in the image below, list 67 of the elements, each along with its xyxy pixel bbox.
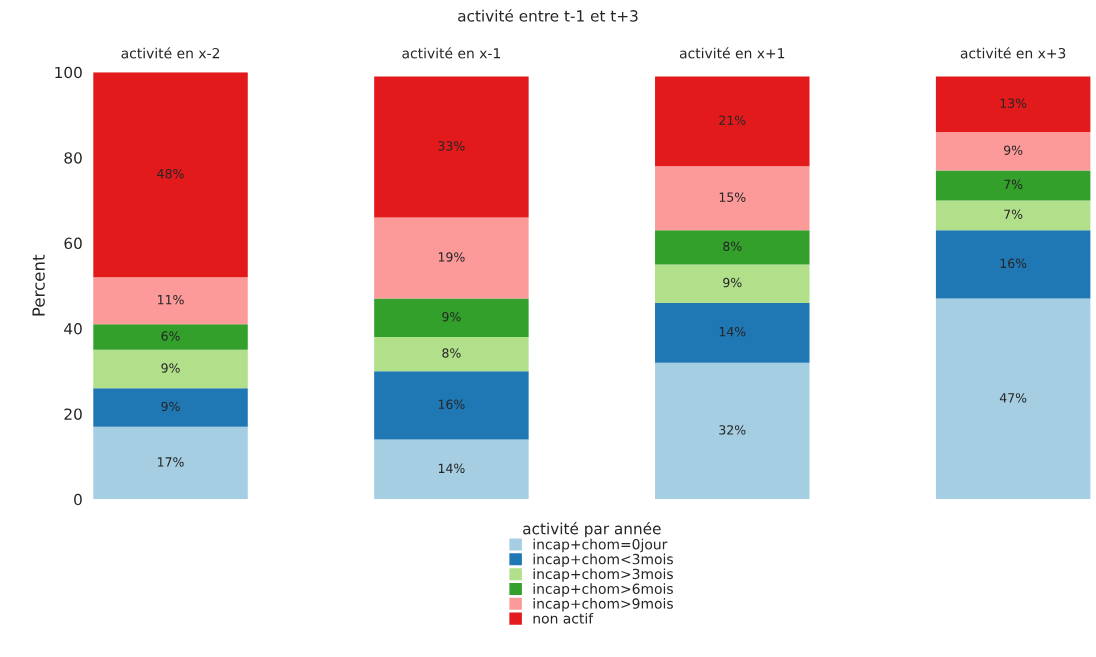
bar (93, 72, 248, 278)
bar (374, 439, 529, 500)
data-label: 16% (1000, 258, 1027, 269)
bar (935, 298, 1091, 500)
data-label: 7% (1004, 209, 1023, 219)
bar (93, 277, 248, 325)
bar (935, 170, 1091, 201)
data-label: 19% (438, 252, 465, 262)
bar (655, 302, 810, 363)
bar (935, 132, 1091, 171)
bar (374, 76, 529, 218)
bar (655, 264, 810, 303)
bar (374, 337, 529, 372)
legend-title: activité par année (523, 521, 661, 538)
data-label: 16% (438, 399, 465, 409)
x-tick-label: activité en x+1 (679, 47, 785, 59)
data-label: 47% (999, 393, 1027, 403)
bar (655, 76, 810, 167)
data-label: 9% (442, 312, 461, 322)
legend-label: incap+chom>6mois (533, 583, 673, 597)
y-tick-label: 0 (74, 493, 82, 506)
bar (374, 217, 529, 299)
data-label: 48% (157, 168, 184, 179)
legend-label: incap+chom>3mois (533, 568, 673, 582)
y-tick-label: 100 (55, 66, 82, 79)
data-label: 6% (161, 331, 180, 341)
y-tick-label: 20 (64, 408, 82, 420)
data-label: 14% (438, 463, 465, 474)
legend-label: non actif (533, 612, 594, 624)
legend-label: incap+chom>9mois (533, 598, 673, 612)
y-tick-label: 80 (64, 152, 82, 164)
y-axis-title: Percent (32, 254, 45, 316)
y-tick-label: 60 (64, 237, 82, 250)
bar (374, 371, 529, 440)
bar (374, 298, 529, 338)
data-label: 9% (723, 277, 742, 288)
bar (935, 200, 1091, 231)
data-label: 9% (161, 363, 180, 373)
data-label: 17% (158, 457, 184, 467)
legend-label: incap+chom=0jour (533, 538, 668, 553)
data-label: 14% (719, 326, 746, 337)
bar (655, 362, 810, 500)
data-label: 33% (438, 141, 465, 151)
bar (93, 349, 248, 389)
data-label: 11% (158, 294, 184, 305)
data-label: 8% (442, 348, 461, 358)
bar (655, 230, 810, 265)
data-label: 15% (719, 192, 746, 202)
data-label: 8% (723, 241, 742, 251)
x-tick-label: activité en x+3 (960, 47, 1066, 59)
data-label: 9% (1004, 145, 1023, 155)
x-tick-label: activité en x-1 (402, 47, 501, 59)
bar (93, 388, 248, 427)
bar (935, 76, 1091, 133)
bar (655, 166, 810, 231)
x-tick-label: activité en x-2 (121, 47, 220, 59)
y-tick-label: 40 (64, 322, 82, 335)
bar (935, 230, 1091, 299)
data-label: 7% (1004, 179, 1023, 190)
data-label: 9% (161, 401, 180, 412)
bar (93, 324, 248, 350)
data-label: 21% (719, 115, 746, 126)
legend-label: incap+chom<3mois (533, 553, 673, 568)
data-label: 13% (1000, 98, 1027, 108)
chart-title: activité entre t-1 et t+3 (458, 9, 638, 22)
bar (93, 426, 248, 500)
data-label: 32% (719, 425, 746, 435)
